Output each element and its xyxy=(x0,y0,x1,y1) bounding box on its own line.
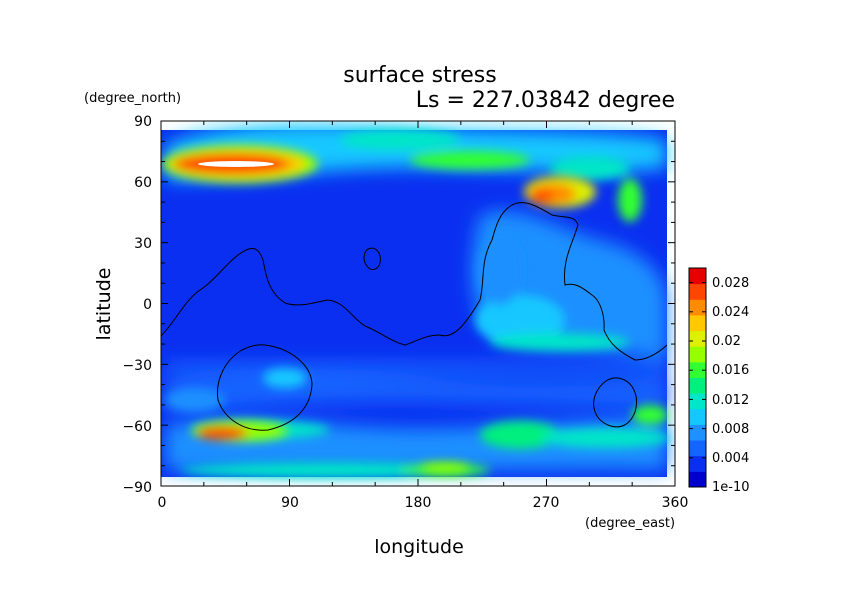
colorbar-band xyxy=(689,283,706,300)
x-tick-label: 0 xyxy=(158,495,167,511)
contour-line xyxy=(593,377,637,428)
field-region xyxy=(475,295,565,345)
field-region xyxy=(420,463,470,473)
field-region xyxy=(340,130,460,150)
contour-line xyxy=(216,344,313,431)
chart-title: surface stress xyxy=(343,63,496,88)
x-unit-label: (degree_east) xyxy=(585,516,675,531)
colorbar-label: 0.028 xyxy=(712,276,749,291)
colorbar-labels: 0.028 0.024 0.02 0.016 0.012 0.008 0.004… xyxy=(712,276,750,495)
field-region xyxy=(490,333,630,351)
peak-core xyxy=(198,161,274,167)
colorbar-band xyxy=(689,268,706,285)
field-region xyxy=(196,426,248,440)
colorbar-band xyxy=(689,299,706,316)
colorbar xyxy=(689,268,706,488)
colorbar-band xyxy=(689,455,706,472)
field-region xyxy=(550,156,630,180)
colorbar-band xyxy=(689,440,706,457)
y-unit-label: (degree_north) xyxy=(84,91,181,106)
y-axis: 90 60 30 0 −30 −60 −90 xyxy=(122,114,152,496)
colorbar-band xyxy=(689,471,706,488)
y-tick-label: 0 xyxy=(143,297,152,313)
colorbar-band xyxy=(689,314,706,332)
colorbar-band xyxy=(689,408,706,425)
colorbar-label: 0.016 xyxy=(712,363,749,378)
field-region xyxy=(410,151,530,169)
x-tick-label: 180 xyxy=(405,495,432,511)
x-axis-title: longitude xyxy=(374,536,464,558)
y-axis-title: latitude xyxy=(93,268,115,341)
field-region xyxy=(263,368,307,388)
field-region xyxy=(165,362,667,374)
axis-ticks xyxy=(160,120,676,487)
y-tick-label: −30 xyxy=(122,358,152,374)
y-tick-label: 60 xyxy=(134,175,152,191)
field-region xyxy=(165,388,225,412)
heatmap-field xyxy=(161,121,675,486)
x-axis: 0 90 180 270 360 xyxy=(158,495,689,511)
y-tick-label: −90 xyxy=(122,480,152,496)
field-region xyxy=(478,235,522,305)
colorbar-label: 1e-10 xyxy=(712,480,750,495)
colorbar-frame xyxy=(688,267,707,488)
field-layer-mid xyxy=(165,130,670,478)
field-region xyxy=(618,178,642,222)
topography-contours xyxy=(161,202,668,431)
y-tick-label: −60 xyxy=(122,419,152,435)
field-region xyxy=(180,462,480,478)
chart-subtitle: Ls = 227.03842 degree xyxy=(416,88,675,113)
colorbar-label: 0.004 xyxy=(712,451,749,466)
colorbar-label: 0.024 xyxy=(712,305,749,320)
colorbar-band xyxy=(689,346,706,363)
x-tick-label: 360 xyxy=(662,495,689,511)
field-region xyxy=(632,405,668,425)
contour-line xyxy=(363,247,381,271)
colorbar-band xyxy=(689,393,706,410)
contour-line xyxy=(161,202,668,361)
colorbar-label: 0.012 xyxy=(712,393,749,408)
y-tick-label: 30 xyxy=(134,236,152,252)
colorbar-band xyxy=(689,377,706,394)
colorbar-band xyxy=(689,424,706,441)
x-tick-label: 270 xyxy=(533,495,560,511)
colorbar-band xyxy=(689,330,706,347)
colorbar-band xyxy=(689,361,706,378)
colorbar-label: 0.02 xyxy=(712,334,741,349)
colorbar-label: 0.008 xyxy=(712,422,749,437)
field-region xyxy=(531,190,553,204)
x-tick-label: 90 xyxy=(281,495,299,511)
colorbar-ticks xyxy=(689,282,706,488)
y-tick-label: 90 xyxy=(134,114,152,130)
field-region xyxy=(540,428,670,448)
field-region xyxy=(480,421,560,449)
